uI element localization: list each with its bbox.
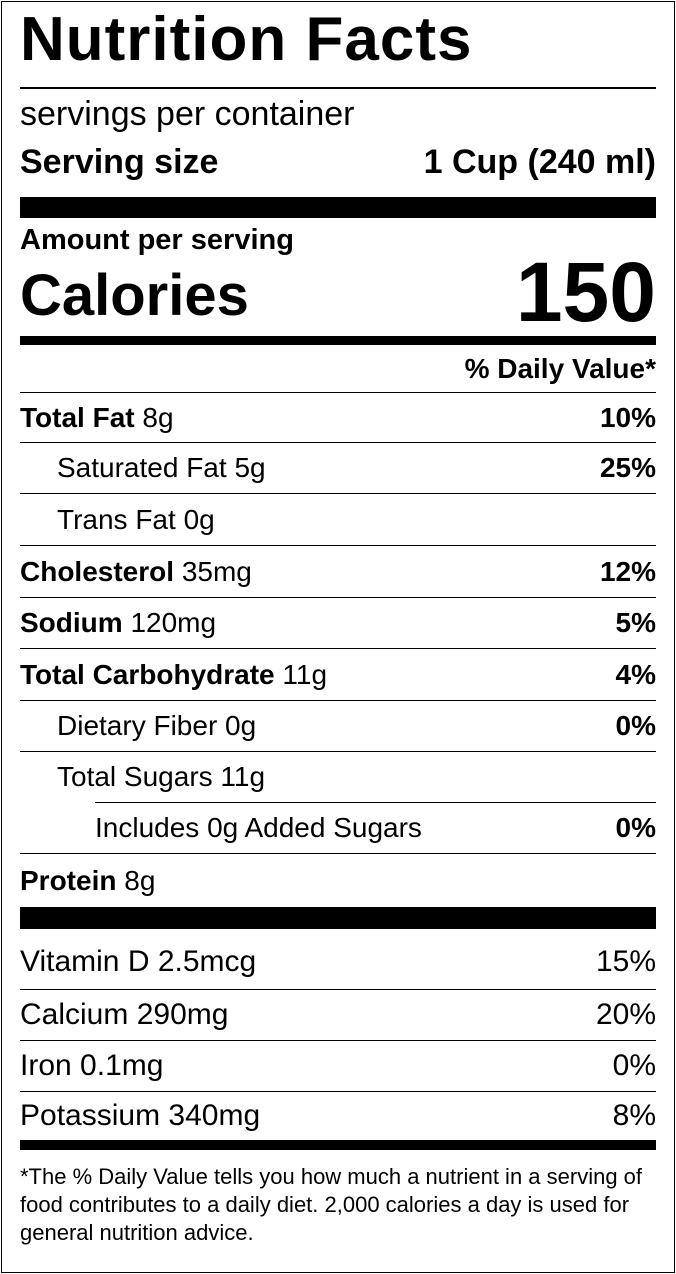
vitamin-amount: 0.1mg xyxy=(80,1049,164,1082)
nutrient-name: Trans Fat xyxy=(57,503,176,535)
nutrient-name: Cholesterol xyxy=(20,555,175,587)
nutrient-row: Trans Fat 0g xyxy=(20,493,656,545)
medium-bar xyxy=(20,336,656,345)
thick-bar xyxy=(20,907,656,929)
nutrient-amount: 11g xyxy=(282,658,328,690)
rule xyxy=(20,87,656,89)
vitamin-row: Iron 0.1mg 0% xyxy=(20,1040,656,1091)
dv-header-text: % Daily Value* xyxy=(464,352,656,384)
serving-size-value: 1 Cup (240 ml) xyxy=(423,142,656,181)
vitamin-name: Vitamin D xyxy=(20,945,150,978)
servings: servings per container xyxy=(20,95,355,133)
vitamin-dv: 15% xyxy=(595,945,656,978)
nutrient-dv: 12% xyxy=(599,555,656,587)
calories-label: Calories xyxy=(20,263,249,328)
vitamin-amount: 290mg xyxy=(136,998,229,1031)
vitamin-amount: 2.5mcg xyxy=(157,945,257,978)
nutrient-row: Total Fat 8g 10% xyxy=(20,392,656,442)
nutrient-dv: 4% xyxy=(615,658,656,690)
nutrient-amount: 0g xyxy=(225,710,257,741)
vitamin-name: Iron xyxy=(20,1049,72,1082)
nutrient-row: Total Carbohydrate 11g 4% xyxy=(20,648,656,700)
vitamin-name: Calcium xyxy=(20,998,129,1031)
nutrient-amount: 120mg xyxy=(130,607,217,638)
title: Nutrition Facts xyxy=(20,5,473,74)
nutrient-name: Total Carbohydrate xyxy=(20,658,275,690)
nutrient-dv: 25% xyxy=(599,452,656,483)
vitamin-name: Potassium xyxy=(20,1099,161,1132)
serving-size-row: Serving size 1 Cup (240 ml) xyxy=(20,140,656,184)
serving-size-label: Serving size xyxy=(20,142,219,181)
vitamin-row: Potassium 340mg 8% xyxy=(20,1091,656,1140)
nutrient-name: Sodium xyxy=(20,607,123,638)
vitamin-dv: 0% xyxy=(612,1049,656,1082)
nutrient-amount: 8g xyxy=(142,401,174,433)
nutrient-dv: 10% xyxy=(599,401,656,433)
nutrient-row: Dietary Fiber 0g 0% xyxy=(20,700,656,751)
nutrient-name: Total Sugars xyxy=(57,761,213,792)
nutrient-name: Protein xyxy=(20,864,117,896)
nutrient-amount: 35mg xyxy=(181,555,252,587)
thick-bar xyxy=(20,197,656,218)
nutrient-dv: 0% xyxy=(615,812,656,843)
vitamin-row: Vitamin D 2.5mcg 15% xyxy=(20,935,656,989)
nutrient-row: Protein 8g xyxy=(20,853,656,907)
vitamin-amount: 340mg xyxy=(168,1099,261,1132)
nutrient-row: Sodium 120mg 5% xyxy=(20,597,656,648)
nutrient-amount: 5g xyxy=(234,452,266,483)
nutrient-dv: 0% xyxy=(615,710,656,741)
nutrient-amount: 8g xyxy=(124,864,156,896)
dv-header: % Daily Value* xyxy=(20,345,656,392)
amount-per-serving: Amount per serving xyxy=(20,224,294,256)
nutrient-name: Total Fat xyxy=(20,401,135,433)
nutrient-row: Saturated Fat 5g 25% xyxy=(20,442,656,493)
vitamin-row: Calcium 290mg 20% xyxy=(20,989,656,1040)
nutrient-amount: 0g xyxy=(183,503,215,535)
footnote: *The % Daily Value tells you how much a … xyxy=(20,1164,643,1245)
nutrient-row: Total Sugars 11g xyxy=(20,751,656,802)
vitamin-dv: 20% xyxy=(595,998,656,1031)
nutrient-dv: 5% xyxy=(615,607,656,638)
nutrient-name: Includes 0g Added Sugars xyxy=(95,812,422,843)
nutrient-row: Includes 0g Added Sugars 0% xyxy=(95,802,656,853)
calories-value: 150 xyxy=(515,245,656,339)
nutrient-name: Dietary Fiber xyxy=(57,710,218,741)
nutrient-row: Cholesterol 35mg 12% xyxy=(20,545,656,597)
nutrient-amount: 11g xyxy=(220,761,266,792)
vitamin-dv: 8% xyxy=(612,1099,656,1132)
nutrient-name: Saturated Fat xyxy=(57,452,227,483)
medium-bar xyxy=(20,1140,656,1150)
